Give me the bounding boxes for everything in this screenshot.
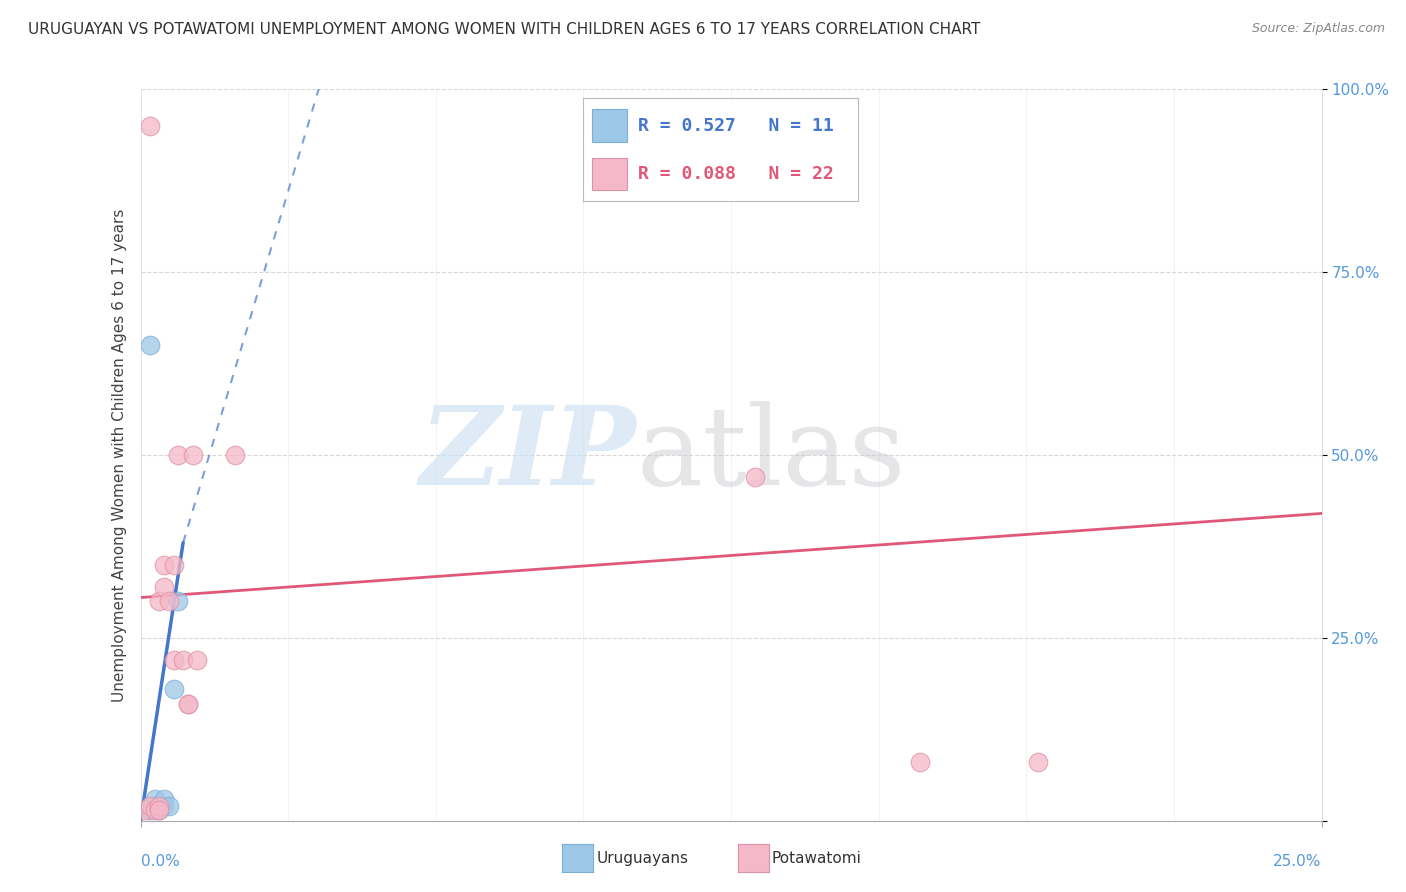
Point (143, 803, 166, 817)
Point (148, 803, 170, 817)
Point (153, 580, 176, 594)
Point (139, 799, 162, 814)
Point (139, 338, 162, 352)
Text: R = 0.088   N = 22: R = 0.088 N = 22 (638, 165, 834, 183)
Point (153, 799, 176, 814)
Point (908, 755, 931, 769)
Point (172, 653, 194, 667)
Point (153, 558, 176, 572)
Text: URUGUAYAN VS POTAWATOMI UNEMPLOYMENT AMONG WOMEN WITH CHILDREN AGES 6 TO 17 YEAR: URUGUAYAN VS POTAWATOMI UNEMPLOYMENT AMO… (28, 22, 980, 37)
Point (177, 697, 200, 711)
Point (163, 681, 186, 696)
Text: ZIP: ZIP (420, 401, 637, 508)
Text: Potawatomi: Potawatomi (772, 851, 862, 865)
Point (181, 448, 204, 462)
Point (139, 119, 162, 133)
Point (143, 791, 166, 805)
Point (139, 803, 162, 817)
Y-axis label: Unemployment Among Women with Children Ages 6 to 17 years: Unemployment Among Women with Children A… (111, 208, 127, 702)
Point (186, 653, 208, 667)
Text: 25.0%: 25.0% (1274, 854, 1322, 869)
Point (148, 594, 170, 608)
Point (744, 470, 766, 484)
Point (177, 697, 200, 711)
Bar (592, 110, 627, 142)
Point (167, 594, 190, 608)
Text: Uruguayans: Uruguayans (596, 851, 688, 865)
Point (148, 799, 170, 814)
Point (167, 448, 190, 462)
Point (134, 803, 156, 817)
Text: atlas: atlas (637, 401, 907, 508)
Text: Source: ZipAtlas.com: Source: ZipAtlas.com (1251, 22, 1385, 36)
Text: R = 0.527   N = 11: R = 0.527 N = 11 (638, 117, 834, 135)
Point (1026, 755, 1049, 769)
Text: 0.0%: 0.0% (141, 854, 180, 869)
Bar (592, 158, 627, 190)
Point (157, 799, 180, 814)
Point (148, 803, 170, 817)
Point (148, 799, 170, 814)
Point (153, 791, 176, 805)
Point (163, 558, 186, 572)
Point (157, 594, 180, 608)
Point (163, 653, 186, 667)
Point (224, 448, 246, 462)
Point (143, 799, 166, 814)
